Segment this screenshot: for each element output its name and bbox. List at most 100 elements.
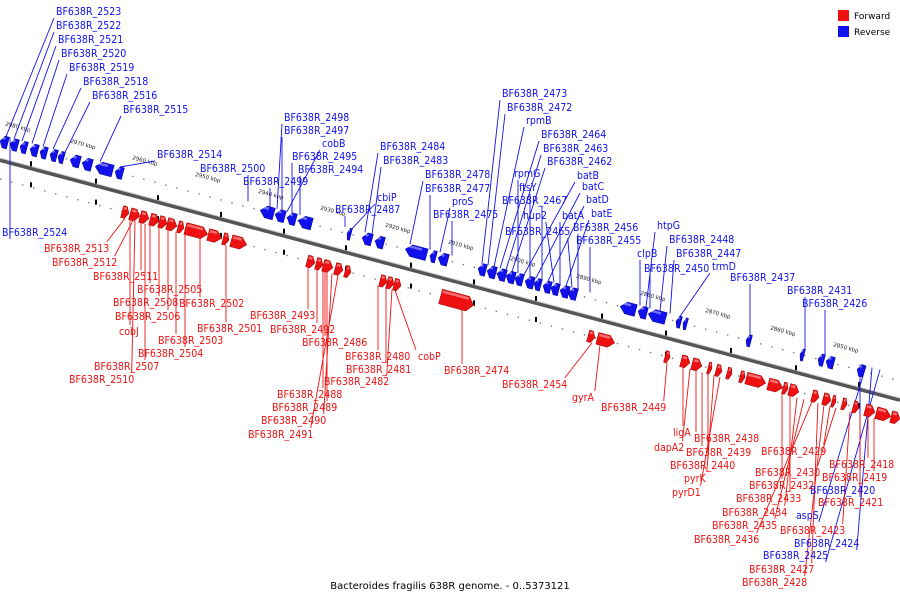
leader-line [523,181,576,275]
reverse-gene-arrow [81,157,94,172]
forward-gene-label: BF638R_2512 [52,257,117,269]
leader-line [682,368,691,442]
forward-gene-arrow [830,394,837,408]
reverse-gene-arrow [856,364,866,378]
leader-line [394,290,417,351]
reverse-gene-label: BF638R_2465 [505,226,570,238]
reverse-gene-arrow [0,135,10,150]
reverse-gene-label: BF638R_2520 [61,48,126,60]
forward-gene-label: BF638R_2439 [686,447,751,459]
forward-gene-label: BF638R_2480 [345,351,410,363]
reverse-gene-label: batD [586,194,609,206]
reverse-gene-label: BF638R_2477 [425,183,490,195]
forward-gene-arrow [706,361,713,375]
scale-tick-label: 2860 kbp [769,325,796,338]
reverse-gene-arrow [94,161,115,178]
forward-gene-arrow [821,392,832,406]
forward-gene-arrow [148,212,160,227]
leader-line [99,115,122,162]
reverse-gene-arrow [286,212,298,226]
scale-tick-label: 2960 kbp [131,155,158,168]
forward-gene-label: BF638R_2486 [302,337,367,349]
leader-line [52,87,82,150]
forward-gene-label: BF638R_2492 [270,324,335,336]
leader-line [659,245,668,312]
forward-gene-label: pyrK [684,473,706,485]
forward-gene-arrow [586,329,596,343]
forward-gene-arrow [889,410,900,424]
forward-gene-arrow [305,254,316,269]
reverse-gene-arrow [675,315,683,329]
reverse-gene-label: htpG [657,220,680,232]
leader-line [21,45,57,142]
reverse-gene-arrow [514,273,525,287]
legend: Forward Reverse [838,10,891,38]
forward-gene-label: BF638R_2489 [272,402,337,414]
forward-gene-arrow [744,371,767,388]
reverse-gene-label: BF638R_2420 [810,485,875,497]
reverse-gene-label: BF638R_2424 [794,538,859,550]
reverse-gene-label: BF638R_2447 [676,248,741,260]
forward-gene-label: gyrA [572,392,594,404]
leader-line [505,154,542,271]
reverse-gene-label: cobB [322,138,345,150]
forward-gene-label: BF638R_2434 [722,507,787,519]
leader-line [13,31,55,139]
reverse-gene-label: batC [582,181,604,193]
leader-line [351,203,376,230]
reverse-gene-arrow [550,282,561,297]
reverse-gene-arrow [825,356,836,370]
reverse-gene-label: BF638R_2455 [576,235,641,247]
reverse-gene-label: BF638R_2494 [298,164,363,176]
reverse-gene-label: BF638R_2456 [573,222,638,234]
leader-line [823,406,831,446]
forward-gene-arrow [333,262,344,276]
forward-gene-label: BF638R_2506 [115,311,180,323]
scale-tick-label: 2850 kbp [832,342,859,355]
forward-gene-label: BF638R_2428 [742,577,807,589]
leader-line [804,404,825,577]
leader-line [371,166,382,235]
forward-gene-label: BF638R_2440 [670,460,735,472]
forward-gene-label: BF638R_2501 [197,323,262,335]
reverse-gene-label: BF638R_2497 [284,125,349,137]
leader-line [106,218,126,243]
forward-gene-label: BF638R_2454 [502,379,567,391]
genome-backbone [0,157,900,402]
reverse-gene-arrow [19,141,29,155]
reverse-gene-arrow [637,306,649,320]
reverse-gene-arrow [49,149,59,163]
forward-gene-label: cobP [418,351,441,363]
forward-gene-arrow [851,400,860,414]
forward-gene-arrow [314,257,324,271]
forward-gene-label: BF638R_2513 [44,243,109,255]
reverse-gene-label: BF638R_2450 [644,263,709,275]
leader-line [818,365,867,523]
reverse-gene-arrow [437,252,450,267]
leader-line [547,205,585,282]
forward-gene-label: BF638R_2435 [712,520,777,532]
forward-gene-arrow [138,210,150,224]
scale-tick-label: 2870 kbp [704,308,731,321]
reverse-gene-label: hup2 [523,210,547,222]
leader-line [487,113,506,266]
reverse-gene-label: BF638R_2472 [507,102,572,114]
reverse-gene-arrow [374,236,386,250]
forward-gene-arrow [183,222,208,239]
forward-gene-arrow [176,220,185,234]
reverse-gene-label: BF638R_2519 [69,62,134,74]
reverse-gene-arrow [542,280,553,295]
reverse-gene-label: batA [562,210,584,222]
reverse-gene-label: BF638R_2515 [123,104,188,116]
forward-gene-label: BF638R_2502 [179,298,244,310]
reverse-gene-arrow [524,276,536,290]
leader-line [774,399,805,520]
forward-gene-arrow [738,370,746,384]
forward-gene-arrow [343,264,352,278]
leader-line [842,411,851,525]
forward-gene-label: BF638R_2491 [248,429,313,441]
leader-line [64,101,91,153]
forward-gene-label: BF638R_2488 [277,389,342,401]
reverse-gene-arrow [745,334,753,348]
reverse-gene-label: BF638R_2516 [92,90,157,102]
